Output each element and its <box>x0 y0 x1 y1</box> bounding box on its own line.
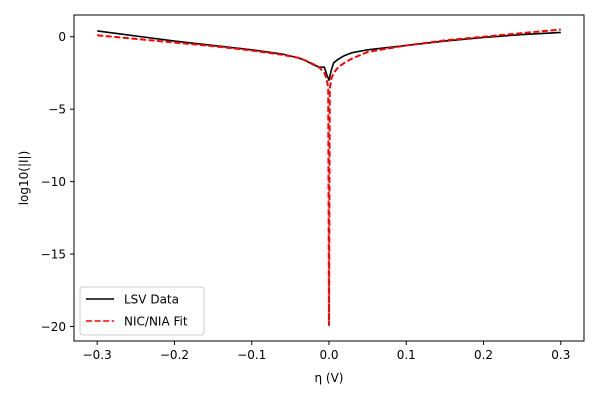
legend-label-lsv-data: LSV Data <box>124 293 179 307</box>
series-line-nic-nia-fit <box>97 28 561 327</box>
x-tick-label: −0.2 <box>160 348 189 362</box>
y-tick-label: −10 <box>41 175 66 189</box>
x-tick-label: 0.0 <box>319 348 338 362</box>
x-axis-label: η (V) <box>315 371 344 385</box>
x-tick-label: 0.2 <box>474 348 493 362</box>
y-tick-label: −20 <box>41 320 66 334</box>
x-tick-label: 0.1 <box>397 348 416 362</box>
series-line-lsv-data <box>97 30 561 81</box>
y-tick-label: 0 <box>58 30 66 44</box>
x-tick-label: −0.3 <box>83 348 112 362</box>
x-tick-label: 0.3 <box>551 348 570 362</box>
legend-label-nic-nia-fit: NIC/NIA Fit <box>124 315 188 329</box>
x-tick-label: −0.1 <box>237 348 266 362</box>
y-axis-label: log10(|I|) <box>17 151 31 206</box>
series-layer <box>97 28 561 327</box>
legend: LSV Data NIC/NIA Fit <box>79 286 205 336</box>
x-axis-ticks: −0.3 −0.2 −0.1 0.0 0.1 0.2 0.3 <box>83 341 570 362</box>
y-tick-label: −5 <box>48 103 66 117</box>
y-axis-ticks: 0 −5 −10 −15 −20 <box>41 30 74 334</box>
y-tick-label: −15 <box>41 248 66 262</box>
